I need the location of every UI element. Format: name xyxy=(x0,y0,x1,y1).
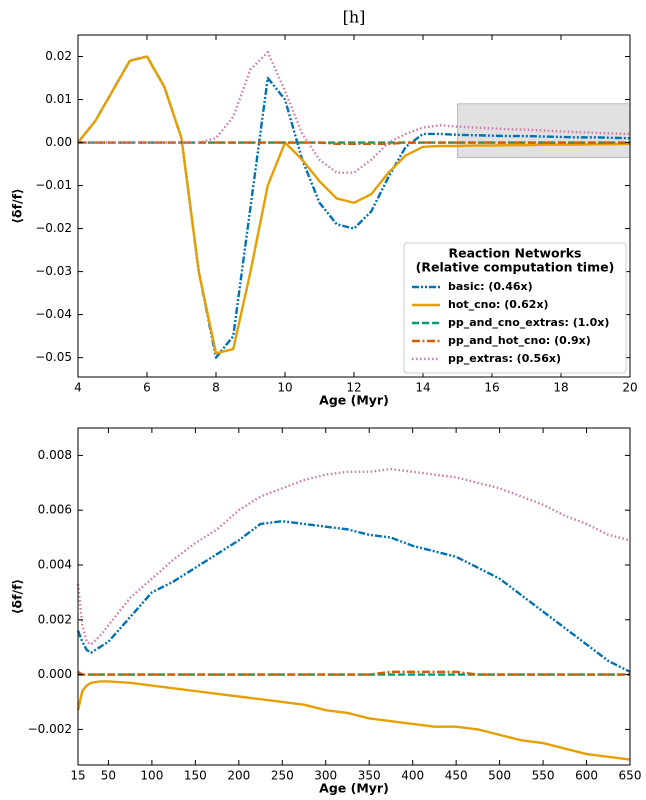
legend-label: pp_and_cno_extras: (1.0x) xyxy=(448,316,609,329)
y-tick-label: 0.004 xyxy=(38,557,72,571)
legend-label: basic: (0.46x) xyxy=(448,280,533,293)
legend-title: Reaction Networks xyxy=(448,246,581,261)
x-tick-label: 100 xyxy=(140,769,163,783)
x-tick-label: 8 xyxy=(212,381,220,395)
y-tick-label: −0.02 xyxy=(35,221,72,235)
x-tick-label: 18 xyxy=(553,381,568,395)
series-line xyxy=(76,680,631,761)
x-tick-label: 200 xyxy=(227,769,250,783)
x-tick-label: 50 xyxy=(101,769,116,783)
x-tick-label: 6 xyxy=(143,381,151,395)
legend-label: hot_cno: (0.62x) xyxy=(448,298,549,311)
x-tick-label: 400 xyxy=(401,769,424,783)
x-tick-label: 450 xyxy=(445,769,468,783)
x-tick-label: 250 xyxy=(271,769,294,783)
x-tick-label: 500 xyxy=(488,769,511,783)
x-axis-label: Age (Myr) xyxy=(319,393,389,408)
y-tick-label: 0.002 xyxy=(38,612,72,626)
x-tick-label: 650 xyxy=(619,769,642,783)
y-tick-label: −0.05 xyxy=(35,350,72,364)
series-line xyxy=(76,519,631,673)
x-tick-label: 550 xyxy=(532,769,555,783)
series-line xyxy=(76,467,631,646)
y-tick-label: 0.000 xyxy=(38,667,72,681)
plot-frame xyxy=(77,427,631,766)
x-tick-label: 15 xyxy=(70,769,85,783)
y-tick-label: 0.02 xyxy=(45,49,72,63)
x-tick-label: 16 xyxy=(484,381,499,395)
x-tick-label: 20 xyxy=(622,381,637,395)
x-tick-label: 350 xyxy=(358,769,381,783)
legend-label: pp_extras: (0.56x) xyxy=(448,352,561,365)
x-tick-label: 150 xyxy=(184,769,207,783)
y-tick-label: −0.01 xyxy=(35,178,72,192)
x-tick-label: 14 xyxy=(415,381,430,395)
y-tick-label: −0.002 xyxy=(28,722,72,736)
y-axis-label: ⟨δf/f⟩ xyxy=(10,188,25,223)
x-tick-label: 600 xyxy=(575,769,598,783)
x-tick-label: 12 xyxy=(346,381,361,395)
legend-title: (Relative computation time) xyxy=(416,260,615,275)
y-tick-label: 0.006 xyxy=(38,503,72,517)
y-tick-label: −0.03 xyxy=(35,264,72,278)
legend-label: pp_and_hot_cno: (0.9x) xyxy=(448,334,591,347)
x-tick-label: 4 xyxy=(74,381,82,395)
x-tick-label: 10 xyxy=(277,381,292,395)
y-tick-label: −0.04 xyxy=(35,307,72,321)
series-line xyxy=(78,51,631,174)
y-tick-label: 0.00 xyxy=(45,135,72,149)
y-tick-label: 0.008 xyxy=(38,448,72,462)
legend-box xyxy=(403,242,627,374)
y-tick-label: 0.01 xyxy=(45,92,72,106)
y-axis-label: ⟨δf/f⟩ xyxy=(10,579,25,614)
x-tick-label: 300 xyxy=(314,769,337,783)
series-line xyxy=(78,141,630,146)
series-line xyxy=(77,55,631,355)
figure-title: [h] xyxy=(343,8,366,27)
x-axis-label: Age (Myr) xyxy=(319,781,389,796)
